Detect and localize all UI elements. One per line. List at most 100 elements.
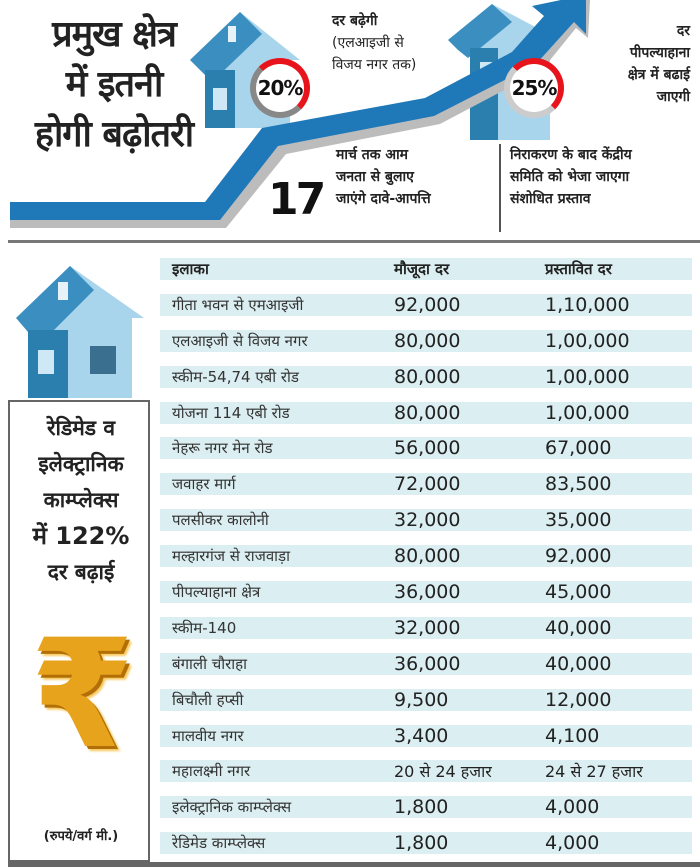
table-row: गीता भवन से एमआइजी 92,000 1,10,000 (160, 293, 692, 316)
cell-area: बंगाली चौराहा (172, 654, 247, 673)
cell-current: 56,000 (394, 437, 461, 460)
caption-line: क्षेत्र में बढाई (627, 67, 690, 83)
cell-proposed: 92,000 (545, 545, 612, 568)
rates-table: इलाका मौजूदा दर प्रस्तावित दर गीता भवन स… (160, 258, 692, 868)
percent-ring-20: 20% (250, 58, 310, 118)
caption-line: विजय नगर तक) (332, 57, 417, 73)
note-line: जाएंगे दावे-आपत्ति (336, 191, 431, 207)
house-icon (190, 12, 300, 128)
caption-line: (एलआइजी से (332, 35, 404, 51)
cell-current: 72,000 (394, 473, 461, 496)
table-row: स्कीम-54,74 एबी रोड 80,000 1,00,000 (160, 365, 692, 388)
cell-proposed: 1,00,000 (545, 365, 630, 388)
note-line: संशोधित प्रस्ताव (510, 191, 591, 207)
caption-line: पीपल्याहाना (629, 45, 690, 61)
headline-line: होगी बढ़ोतरी (34, 114, 194, 155)
cell-current: 9,500 (394, 688, 449, 711)
rupee-icon: ₹ (30, 608, 135, 782)
cell-area: जवाहर मार्ग (172, 475, 236, 494)
cell-proposed: 4,000 (545, 832, 600, 855)
note-line: समिति को भेजा जाएगा (510, 169, 630, 185)
infographic-header: प्रमुख क्षेत्र में इतनी होगी बढ़ोतरी 20%… (0, 0, 700, 238)
cell-current: 92,000 (394, 293, 461, 316)
cell-area: नेहरू नगर मेन रोड (172, 439, 273, 458)
caption-line: दर (676, 23, 690, 39)
cell-area: बिचौली हप्सी (172, 690, 244, 709)
cell-current: 3,400 (394, 724, 449, 747)
cell-area: इलेक्ट्रानिक काम्प्लेक्स (172, 798, 292, 817)
title-line: काम्प्लेक्स (43, 488, 119, 512)
title-line: में 122% (32, 522, 130, 550)
table-row: महालक्ष्मी नगर 20 से 24 हजार 24 से 27 हजार (160, 760, 692, 783)
cell-area: मालवीय नगर (172, 726, 244, 745)
cell-current: 80,000 (394, 545, 461, 568)
table-row: जवाहर मार्ग 72,000 83,500 (160, 473, 692, 496)
cell-area: एलआइजी से विजय नगर (172, 331, 308, 350)
march-note: मार्च तक आम जनता से बुलाए जाएंगे दावे-आप… (336, 144, 496, 210)
cell-area: योजना 114 एबी रोड (172, 403, 290, 422)
table-row: एलआइजी से विजय नगर 80,000 1,00,000 (160, 329, 692, 352)
cell-current: 80,000 (394, 401, 461, 424)
cell-proposed: 40,000 (545, 616, 612, 639)
note-line: निराकरण के बाद केंद्रीय (510, 147, 632, 163)
cell-area: पलसीकर कालोनी (172, 511, 269, 530)
column-header-area: इलाका (172, 260, 209, 278)
note-line: मार्च तक आम (336, 147, 409, 163)
title-line: रेडिमेड व (46, 416, 116, 440)
cell-proposed: 67,000 (545, 437, 612, 460)
percent-ring-25: 25% (504, 58, 564, 118)
table-row: बंगाली चौराहा 36,000 40,000 (160, 652, 692, 675)
column-header-proposed: प्रस्तावित दर (545, 260, 612, 278)
column-header-current: मौजूदा दर (394, 260, 450, 278)
cell-area: मल्हारगंज से राजवाड़ा (172, 547, 290, 566)
percent-value: 25% (511, 76, 558, 100)
vertical-divider (499, 144, 501, 232)
cell-area: महालक्ष्मी नगर (172, 762, 251, 781)
table-row: रेडिमेड काम्प्लेक्स 1,800 4,000 (160, 832, 692, 855)
table-header-row: इलाका मौजूदा दर प्रस्तावित दर (160, 258, 692, 280)
headline-line: प्रमुख क्षेत्र (52, 14, 177, 55)
cell-proposed: 35,000 (545, 509, 612, 532)
cell-current: 32,000 (394, 509, 461, 532)
table-row: पलसीकर कालोनी 32,000 35,000 (160, 509, 692, 532)
table-row: मालवीय नगर 3,400 4,100 (160, 724, 692, 747)
cell-current: 80,000 (394, 365, 461, 388)
note-line: जनता से बुलाए (336, 169, 414, 185)
unit-label: (रुपये/वर्ग मी.) (43, 829, 119, 844)
section-divider (8, 240, 700, 243)
cell-current: 80,000 (394, 329, 461, 352)
cell-area: पीपल्याहाना क्षेत्र (172, 583, 261, 602)
cell-area: गीता भवन से एमआइजी (172, 295, 304, 314)
cell-current: 36,000 (394, 581, 461, 604)
cell-proposed: 1,00,000 (545, 401, 630, 424)
table-row: स्कीम-140 32,000 40,000 (160, 616, 692, 639)
badge-2-caption: दर पीपल्याहाना क्षेत्र में बढाई जाएगी (560, 20, 690, 108)
percent-value: 20% (257, 76, 304, 100)
cell-proposed: 4,100 (545, 724, 600, 747)
cell-proposed: 83,500 (545, 473, 612, 496)
table-row: नेहरू नगर मेन रोड 56,000 67,000 (160, 437, 692, 460)
table-row: योजना 114 एबी रोड 80,000 1,00,000 (160, 401, 692, 424)
title-line: दर बढ़ाई (47, 560, 115, 584)
cell-area: रेडिमेड काम्प्लेक्स (172, 834, 266, 853)
headline: प्रमुख क्षेत्र में इतनी होगी बढ़ोतरी (14, 10, 214, 160)
cell-current: 32,000 (394, 616, 461, 639)
left-panel-title: रेडिमेड व इलेक्ट्रानिक काम्प्लेक्स में 1… (12, 410, 150, 590)
cell-proposed: 45,000 (545, 581, 612, 604)
cell-current: 1,800 (394, 832, 449, 855)
table-row: इलेक्ट्रानिक काम्प्लेक्स 1,800 4,000 (160, 796, 692, 819)
left-panel-box (8, 400, 150, 862)
cell-current: 36,000 (394, 652, 461, 675)
cell-area: स्कीम-140 (172, 618, 237, 637)
badge-1-caption: दर बढ़ेगी (एलआइजी से विजय नगर तक) (332, 10, 452, 76)
caption-line: जाएगी (656, 89, 690, 105)
cell-area: स्कीम-54,74 एबी रोड (172, 367, 299, 386)
cell-proposed: 4,000 (545, 796, 600, 819)
cell-current: 20 से 24 हजार (394, 762, 492, 782)
table-row: पीपल्याहाना क्षेत्र 36,000 45,000 (160, 581, 692, 604)
bottom-border (8, 862, 700, 867)
committee-note: निराकरण के बाद केंद्रीय समिति को भेजा जा… (510, 144, 700, 210)
table-row: मल्हारगंज से राजवाड़ा 80,000 92,000 (160, 545, 692, 568)
cell-proposed: 12,000 (545, 688, 612, 711)
house-icon (16, 266, 144, 398)
